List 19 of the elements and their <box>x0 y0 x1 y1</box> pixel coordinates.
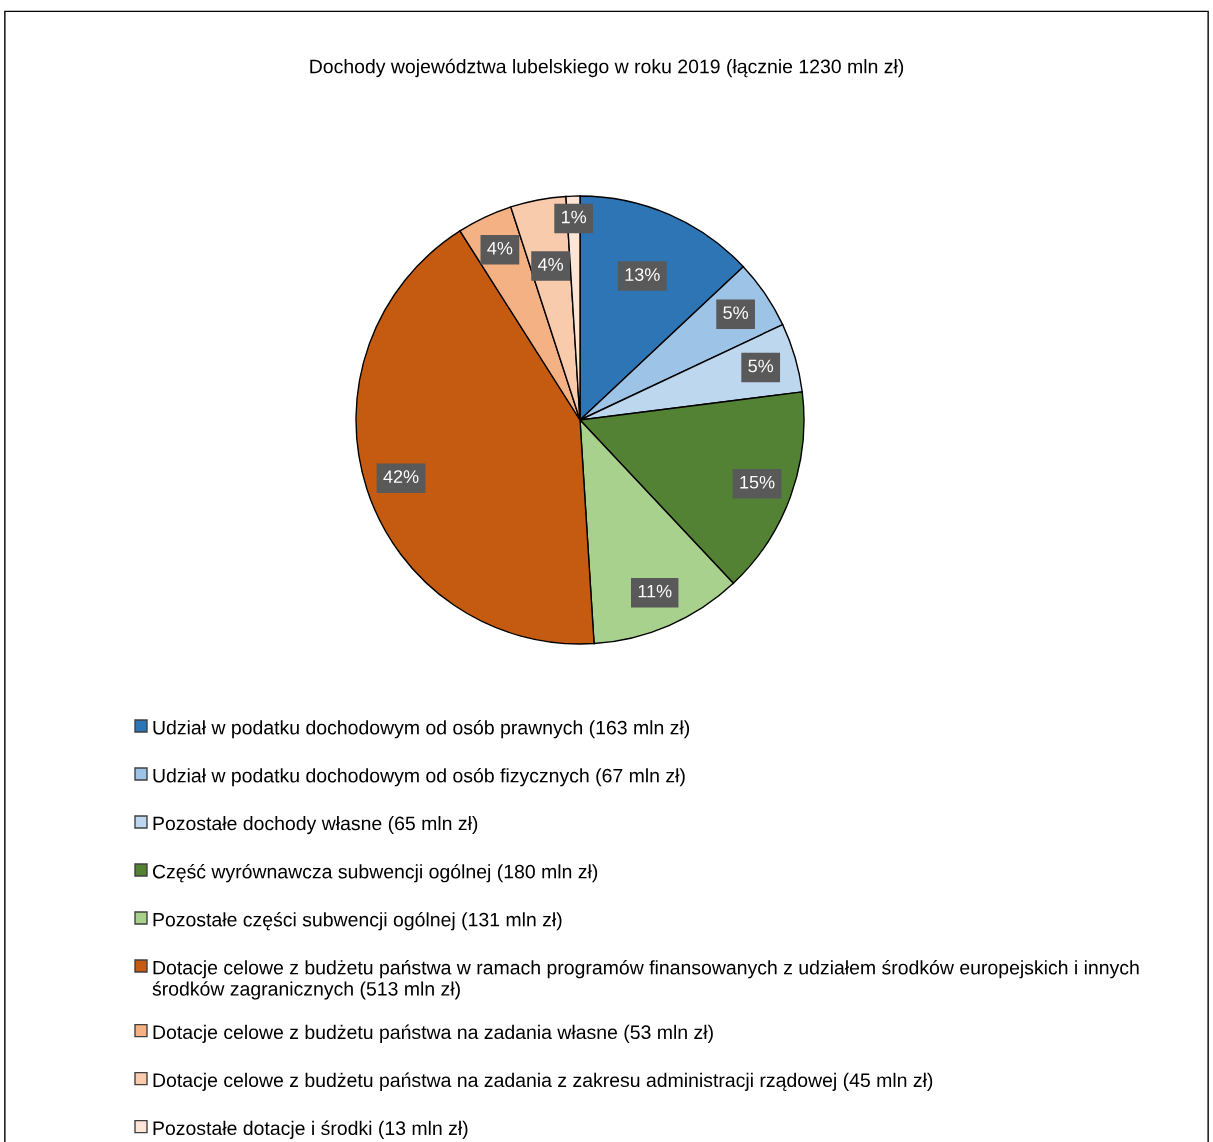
legend-label: Udział w podatku dochodowym od osób prawnych (163 mln zł) <box>153 720 690 739</box>
legend-label: Udział w podatku dochodowym od osób fizycznych (67 mln zł) <box>153 768 685 787</box>
data-label: 42% <box>383 470 419 483</box>
chart-title: Dochody województwa lubelskiego w roku 2019 (łącznie 1230 mln zł) <box>310 58 904 78</box>
data-label: 4% <box>537 258 564 271</box>
legend-label: Dotacje celowe z budżetu państwa na zadania własne (53 mln zł) <box>153 1024 713 1043</box>
legend-label: Dotacje celowe z budżetu państwa na zadania z zakresu administracji rządowej (45 mln zł) <box>153 1072 933 1091</box>
data-label: 5% <box>723 306 749 320</box>
data-label: 4% <box>487 241 513 255</box>
data-label: 11% <box>638 584 672 598</box>
data-label: 5% <box>748 359 774 373</box>
legend-label: Część wyrównawcza subwencji ogólnej (180 mln zł) <box>152 864 598 883</box>
data-label: 13% <box>625 268 660 281</box>
data-label: 1% <box>562 210 587 224</box>
legend-label: Dotacje celowe z budżetu państwa w ramach programów finansowanych z udziałem środków europejskich i innych środków zagranicznych (513 mln zł) <box>152 960 1139 1000</box>
legend-label: Pozostałe części subwencji ogólnej (131 mln zł) <box>153 912 562 931</box>
data-label: 15% <box>740 475 775 489</box>
legend-label: Pozostałe dotacje i środki (13 mln zł) <box>153 1120 468 1139</box>
legend-label: Pozostałe dochody własne (65 mln zł) <box>153 816 478 835</box>
